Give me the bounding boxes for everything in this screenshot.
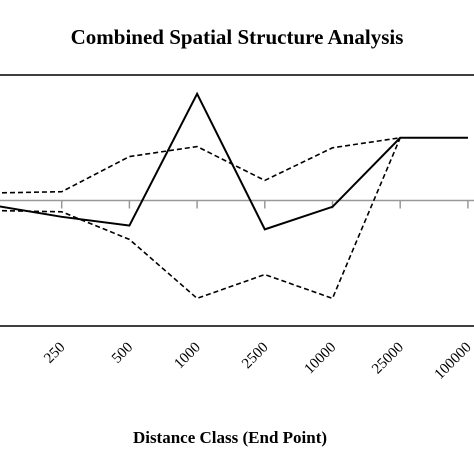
data-line: [0, 91, 468, 231]
x-tick-label: 10000: [301, 340, 339, 378]
chart-title: Combined Spatial Structure Analysis: [71, 25, 404, 49]
x-tick-label: 500: [109, 340, 136, 367]
x-tick-label: 25000: [369, 340, 407, 378]
x-tick-label: 250: [41, 340, 68, 367]
x-tick-label: 2500: [239, 340, 272, 373]
x-tick-label: 1000: [171, 340, 204, 373]
x-axis-label: Distance Class (End Point): [133, 428, 327, 447]
x-tick-label: 100000: [432, 340, 474, 383]
data-line: [0, 136, 468, 300]
data-line: [0, 136, 468, 194]
